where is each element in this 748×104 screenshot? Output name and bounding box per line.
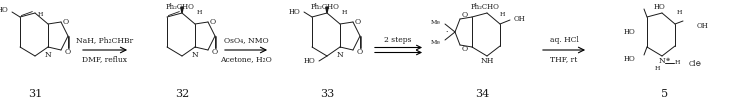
Text: O: O <box>462 11 468 19</box>
Text: O: O <box>355 18 361 26</box>
Text: H: H <box>654 66 660 71</box>
Text: •: • <box>446 30 448 34</box>
Text: 34: 34 <box>475 89 489 99</box>
Text: aq. HCl: aq. HCl <box>550 36 578 44</box>
Text: HO: HO <box>0 6 8 14</box>
Text: O: O <box>212 48 218 56</box>
Text: H: H <box>674 61 680 66</box>
Text: THF, rt: THF, rt <box>551 55 577 63</box>
Text: 32: 32 <box>175 89 189 99</box>
Text: DMF, reflux: DMF, reflux <box>82 55 127 63</box>
Text: Acetone, H₂O: Acetone, H₂O <box>220 55 272 63</box>
Polygon shape <box>181 7 183 13</box>
Text: Cl⊖: Cl⊖ <box>688 60 702 68</box>
Text: Me: Me <box>431 40 441 45</box>
Text: H: H <box>676 11 681 15</box>
Text: HO: HO <box>303 57 315 65</box>
Text: HO: HO <box>623 28 635 36</box>
Polygon shape <box>326 7 328 13</box>
Text: H: H <box>37 12 43 17</box>
Text: N: N <box>45 51 52 59</box>
Text: Ph₂CHO: Ph₂CHO <box>165 3 194 11</box>
Text: H: H <box>341 11 346 15</box>
Text: O: O <box>357 48 363 56</box>
Text: H: H <box>500 12 505 17</box>
Text: 5: 5 <box>661 89 669 99</box>
Text: Me: Me <box>431 20 441 25</box>
Text: O: O <box>65 48 71 56</box>
Text: HO: HO <box>654 3 666 11</box>
Text: HO: HO <box>623 55 635 63</box>
Text: H: H <box>196 11 202 15</box>
Text: 2 steps: 2 steps <box>384 36 411 44</box>
Text: NH: NH <box>480 57 494 65</box>
Text: N: N <box>337 51 343 59</box>
Text: O: O <box>63 18 69 26</box>
Text: OH: OH <box>697 22 709 30</box>
Text: N: N <box>191 51 198 59</box>
Text: HO: HO <box>288 8 300 16</box>
Text: OsO₄, NMO: OsO₄, NMO <box>224 36 269 44</box>
Text: Ph₂CHO: Ph₂CHO <box>310 3 340 11</box>
Text: NaH, Ph₂CHBr: NaH, Ph₂CHBr <box>76 36 134 44</box>
Text: O: O <box>462 45 468 53</box>
Text: N: N <box>659 57 666 65</box>
Text: ⊕: ⊕ <box>666 56 670 61</box>
Text: OH: OH <box>514 15 526 23</box>
Text: Ph₂CHO: Ph₂CHO <box>470 3 500 11</box>
Text: 31: 31 <box>28 89 42 99</box>
Text: O: O <box>210 18 216 26</box>
Text: 33: 33 <box>320 89 334 99</box>
